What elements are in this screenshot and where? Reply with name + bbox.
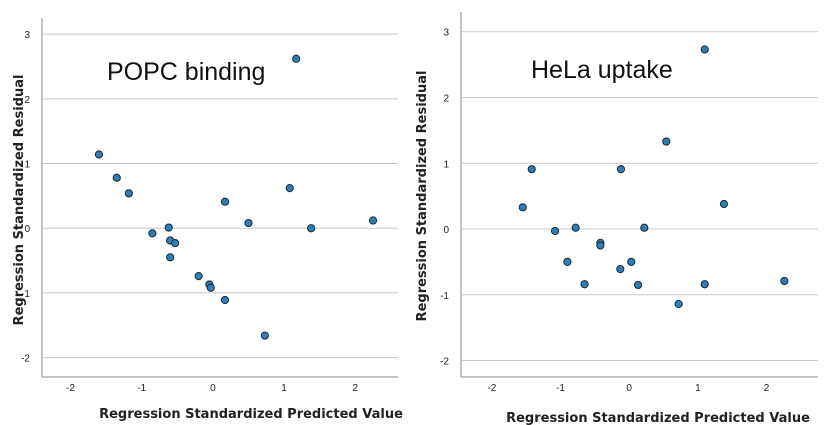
x-tick-label: 2 bbox=[764, 383, 770, 394]
x-tick-label: 0 bbox=[210, 383, 216, 394]
data-point bbox=[527, 165, 536, 174]
data-point bbox=[260, 331, 269, 340]
y-axis-title: Regression Standardized Residual bbox=[415, 71, 430, 322]
data-point bbox=[634, 280, 643, 290]
data-point bbox=[780, 276, 789, 286]
data-point bbox=[518, 203, 527, 212]
data-point bbox=[616, 265, 625, 274]
data-point bbox=[627, 257, 636, 267]
data-points bbox=[518, 45, 789, 309]
popc-binding-panel: -2 -1 0 1 2 3 -2 -1 0 1 2 POPC binding Regression… bbox=[12, 18, 403, 422]
y-tick-label: 2 bbox=[24, 95, 30, 106]
y-tick-label: -1 bbox=[440, 291, 449, 302]
data-point bbox=[220, 197, 230, 206]
x-tick-labels: -2 -1 0 1 2 bbox=[487, 383, 769, 394]
data-point bbox=[368, 216, 378, 225]
y-tick-label: 3 bbox=[443, 28, 449, 39]
data-point bbox=[164, 223, 173, 232]
y-tick-label: 3 bbox=[24, 30, 30, 41]
data-point bbox=[563, 257, 572, 267]
data-point bbox=[206, 283, 215, 292]
data-point bbox=[194, 271, 203, 281]
x-tick-label: -2 bbox=[66, 383, 75, 394]
data-point bbox=[220, 295, 230, 305]
y-axis-title: Regression Standardized Residual bbox=[12, 75, 27, 326]
data-point bbox=[166, 253, 175, 262]
y-tick-label: -1 bbox=[21, 289, 30, 300]
y-tick-label: 1 bbox=[24, 160, 30, 171]
data-point bbox=[148, 229, 157, 238]
data-point bbox=[307, 224, 316, 233]
y-tick-label: -2 bbox=[21, 354, 30, 365]
gridlines bbox=[42, 33, 398, 359]
data-point bbox=[292, 54, 301, 63]
y-tick-labels: -2 -1 0 1 2 3 bbox=[440, 28, 449, 368]
data-point bbox=[700, 280, 709, 289]
data-point bbox=[700, 45, 709, 54]
x-tick-label: -1 bbox=[556, 383, 565, 394]
data-point bbox=[124, 189, 133, 198]
data-point bbox=[244, 218, 253, 228]
x-tick-label: 1 bbox=[281, 383, 287, 394]
data-point bbox=[571, 223, 580, 232]
data-points bbox=[94, 54, 378, 340]
data-point bbox=[550, 226, 560, 236]
data-point bbox=[94, 150, 104, 159]
y-tick-label: 1 bbox=[443, 159, 449, 170]
data-point bbox=[596, 241, 605, 250]
x-axis-title: Regression Standardized Predicted Value bbox=[506, 411, 810, 425]
data-point bbox=[662, 137, 671, 146]
y-tick-labels: -2 -1 0 1 2 3 bbox=[21, 30, 30, 364]
data-point bbox=[580, 280, 589, 289]
data-point bbox=[171, 239, 180, 248]
chart-title: POPC binding bbox=[107, 58, 265, 86]
y-tick-label: 0 bbox=[443, 225, 449, 236]
x-tick-label: 2 bbox=[352, 383, 358, 394]
y-tick-label: 2 bbox=[443, 93, 449, 104]
x-tick-label: 0 bbox=[626, 383, 632, 394]
chart-title: HeLa uptake bbox=[531, 56, 673, 84]
y-tick-label: -2 bbox=[440, 357, 449, 368]
gridlines bbox=[461, 31, 818, 362]
x-tick-label: 1 bbox=[695, 383, 701, 394]
x-tick-label: -2 bbox=[487, 383, 496, 394]
x-tick-labels: -2 -1 0 1 2 bbox=[66, 383, 358, 394]
y-tick-label: 0 bbox=[24, 224, 30, 235]
data-point bbox=[112, 173, 121, 182]
data-point bbox=[719, 199, 729, 209]
data-point bbox=[674, 299, 683, 309]
x-tick-label: -1 bbox=[137, 383, 146, 394]
data-point bbox=[640, 223, 649, 232]
x-axis-title: Regression Standardized Predicted Value bbox=[99, 407, 403, 422]
data-point bbox=[285, 184, 294, 193]
data-point bbox=[616, 165, 626, 174]
hela-uptake-panel: -2 -1 0 1 2 3 -2 -1 0 1 2 HeLa uptake Regression … bbox=[415, 12, 818, 425]
